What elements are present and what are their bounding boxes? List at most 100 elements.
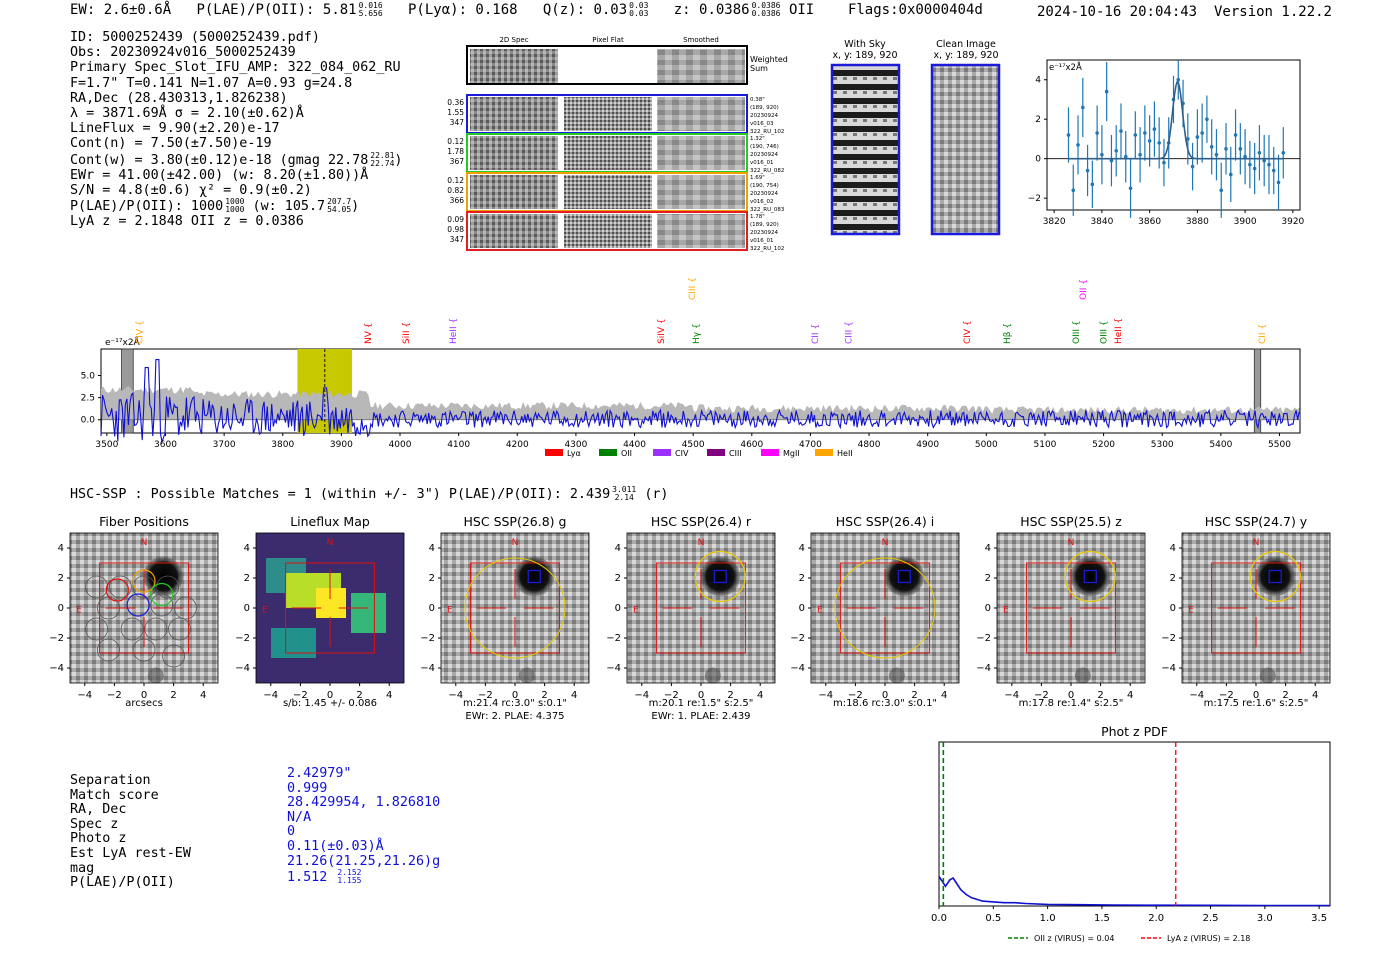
catalog-match-box xyxy=(713,569,727,584)
hsc-panel-frame xyxy=(1181,532,1331,684)
z-value: z: 0.0386 xyxy=(673,2,750,18)
hsc-xtick-label: 0 xyxy=(1068,690,1074,701)
hsc-xtick-label: −2 xyxy=(478,690,493,701)
version: Version 1.22.2 xyxy=(1213,4,1332,20)
hsc-image-bg xyxy=(70,533,218,683)
north-label: N xyxy=(327,538,334,548)
hsc-ytick-label: 0 xyxy=(58,603,64,614)
line-fit-point xyxy=(1195,135,1200,139)
line-fit-point xyxy=(1233,133,1238,137)
bright-star xyxy=(514,556,555,597)
bright-star xyxy=(700,556,741,597)
line-fit-xtick-label: 3840 xyxy=(1090,217,1113,227)
flags-value: Flags:0x0000404d xyxy=(847,2,983,18)
legend-swatch xyxy=(707,449,725,456)
hsc-ytick-label: −2 xyxy=(235,633,250,644)
info-fwhm: F=1.7" T=0.141 N=1.07 A=0.93 g=24.8 xyxy=(70,75,353,91)
line-fit-point xyxy=(1224,147,1228,151)
with-sky-image xyxy=(830,63,901,236)
line-fit-ytick-label: 2 xyxy=(1035,115,1041,125)
line-id-oiii-label: OIII { xyxy=(1100,320,1110,344)
hsc-ytick-label: 0 xyxy=(985,603,991,614)
line-fit-xtick-label: 3880 xyxy=(1186,217,1209,227)
fiber-row-meta: 20230924 xyxy=(750,230,778,236)
hsc-panel: Fiber Positions N E 4 −4 2 −2 0 0 −2 2 −4 4 arcsecs xyxy=(49,514,219,709)
line-fit-chart: e⁻¹⁷x2Å 4 2 0 −2 3820 3840 3860 3880 3900 3920 xyxy=(1028,59,1305,227)
hsc-xtick-label: 2 xyxy=(356,690,362,701)
full-spectrum-xtick-label: 4500 xyxy=(682,440,705,450)
full-spectrum-xtick-label: 5000 xyxy=(975,440,998,450)
info-primary: Primary Spec_Slot_IFU_AMP: 322_084_062_R… xyxy=(70,60,401,76)
line-id-civ-label: CIV { xyxy=(963,320,973,344)
catalog-match-box xyxy=(897,569,911,584)
line-fit-point xyxy=(1162,160,1166,165)
hsc-ytick-label: 2 xyxy=(1170,573,1176,584)
fiber-row-meta: v016_03 xyxy=(750,121,774,127)
line-id-civ-label: CIV { xyxy=(136,320,146,344)
line-fit-point xyxy=(1248,162,1252,167)
hsc-ytick-label: −4 xyxy=(606,663,621,674)
hsc-ytick-label: 2 xyxy=(615,573,621,584)
search-box xyxy=(99,562,189,654)
full-spectrum-axes xyxy=(100,348,1301,434)
label-match-score: Match score xyxy=(70,787,159,803)
legend-lya-label: LyA z (VIRUS) = 2.18 xyxy=(1167,934,1250,943)
line-fit-point xyxy=(1176,77,1181,82)
photz-xtick-label: 3.5 xyxy=(1311,913,1327,924)
hsc-ytick-label: −2 xyxy=(420,633,435,644)
fiber-row-meta: (190, 754) xyxy=(750,183,779,189)
label-photo-z: Photo z xyxy=(70,831,127,847)
hsc-ytick-label: 2 xyxy=(799,573,805,584)
full-spectrum-xtick-label: 4800 xyxy=(858,440,881,450)
hsc-xtick-label: 0 xyxy=(698,690,704,701)
hsc-panel: Lineflux Map N E 4 −4 2 −2 0 0 −2 2 −4 4 s/b: 1.45 +/… xyxy=(235,514,405,709)
line-fit-point xyxy=(1095,131,1099,135)
east-label: E xyxy=(1003,606,1009,616)
info-radec: RA,Dec (28.430313,1.826238) xyxy=(70,90,288,106)
info-contn: Cont(n) = 7.50(±7.50)e-19 xyxy=(70,136,272,152)
full-spectrum-xtick-label: 5300 xyxy=(1151,440,1174,450)
line-fit-point xyxy=(1128,186,1133,191)
fiber-row-stat: 347 xyxy=(450,118,465,127)
legend-label: CIV xyxy=(675,449,689,458)
search-box xyxy=(470,562,560,654)
faint-source xyxy=(704,667,721,684)
hsc-panel-caption: m:18.6 rc:3.0" s:0.1" xyxy=(833,698,937,709)
fiber-circle xyxy=(144,617,168,641)
line-fit-unit-label: e⁻¹⁷x2Å xyxy=(1049,61,1082,73)
line-id-hβ-label: Hβ { xyxy=(1003,323,1013,344)
line-fit-point xyxy=(1186,137,1190,141)
fiber-row-meta: 20230924 xyxy=(750,191,778,197)
info-lineflux: LineFlux = 9.90(±2.20)e-17 xyxy=(70,121,280,137)
hsc-xtick-label: −4 xyxy=(263,690,278,701)
with-sky-title: With Sky xyxy=(844,39,886,50)
line-id-cii-label: CII { xyxy=(1258,324,1268,344)
hsc-xtick-label: −4 xyxy=(1004,690,1019,701)
line-fit-point xyxy=(1133,133,1138,137)
hsc-ytick-label: 0 xyxy=(615,603,621,614)
north-label: N xyxy=(141,538,148,548)
hsc-ytick-label: −2 xyxy=(1161,633,1176,644)
line-fit-xtick-label: 3820 xyxy=(1043,217,1066,227)
hsc-xtick-label: 4 xyxy=(571,690,577,701)
hsc-xtick-label: −2 xyxy=(664,690,679,701)
hsc-panel-title: HSC SSP(26.8) g xyxy=(464,514,567,529)
z-frac: 0.0386 0.0386 xyxy=(751,1,781,18)
hsc-panel-title: HSC SSP(26.4) i xyxy=(836,514,934,529)
fiber-smoothed xyxy=(657,97,745,131)
faint-source xyxy=(1259,667,1276,684)
hsc-xtick-label: 4 xyxy=(386,690,392,701)
line-fit-point xyxy=(1257,150,1262,155)
line-id-nv-label: NV { xyxy=(364,323,374,344)
full-spectrum-xtick-label: 4600 xyxy=(740,440,763,450)
hsc-ytick-label: −2 xyxy=(790,633,805,644)
hsc-ytick-label: −4 xyxy=(49,663,64,674)
hsc-ytick-label: −4 xyxy=(790,663,805,674)
fiber-2d-spec xyxy=(470,97,558,131)
hsc-xtick-label: 2 xyxy=(541,690,547,701)
line-fit-point xyxy=(1219,188,1224,193)
full-spectrum-ytick-label: 2.5 xyxy=(81,394,95,404)
line-fit-point xyxy=(1119,129,1123,133)
line-id-ciii-label: CIII { xyxy=(688,277,698,300)
hsc-ytick-label: 4 xyxy=(799,543,805,554)
